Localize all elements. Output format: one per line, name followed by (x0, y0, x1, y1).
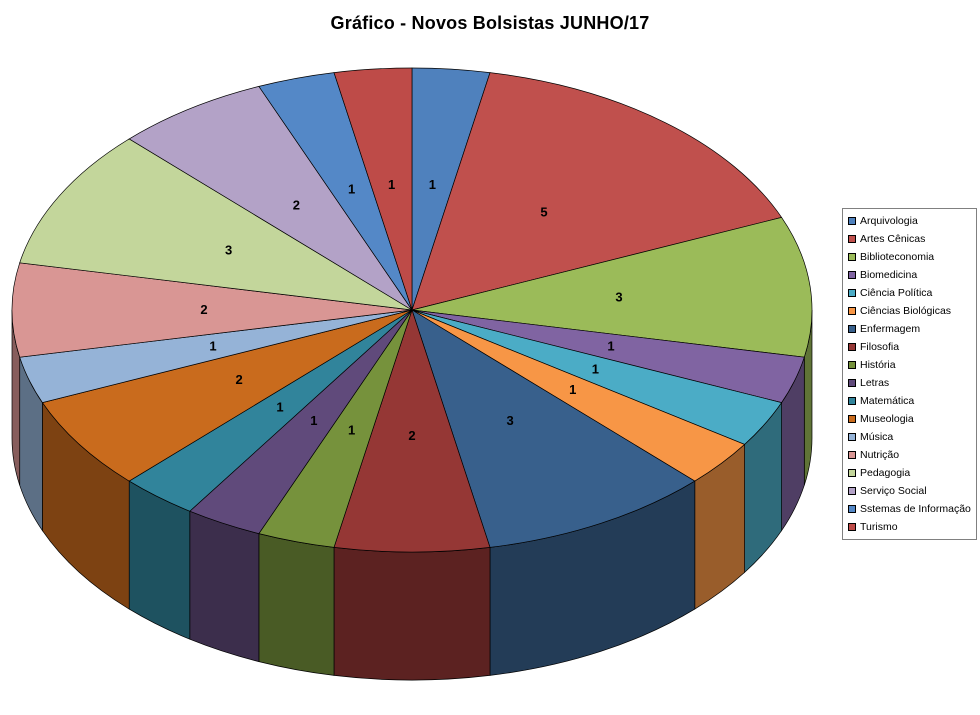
legend-item: Ciência Política (848, 287, 971, 299)
legend-marker (848, 253, 856, 261)
legend-label: Biomedicina (860, 269, 918, 281)
legend-item: História (848, 359, 971, 371)
slice-value-label: 1 (388, 177, 395, 192)
legend-marker (848, 379, 856, 387)
legend-marker (848, 487, 856, 495)
slice-value-label: 2 (408, 428, 415, 443)
legend-item: Arquivologia (848, 215, 971, 227)
legend-marker (848, 505, 856, 513)
pie-slice (411, 72, 783, 311)
legend-marker (848, 361, 856, 369)
legend-item: Turismo (848, 521, 971, 533)
legend-label: Biblioteconomia (860, 251, 935, 263)
legend-label: Música (860, 431, 894, 443)
legend-item: Música (848, 431, 971, 443)
legend-label: Matemática (860, 395, 915, 407)
legend-item: Biblioteconomia (848, 251, 971, 263)
slice-value-label: 1 (310, 413, 317, 428)
slice-value-label: 3 (506, 413, 513, 428)
legend-label: Nutrição (860, 449, 900, 461)
legend-label: Turismo (860, 521, 898, 533)
pie-slice-side (189, 510, 260, 663)
legend-item: Serviço Social (848, 485, 971, 497)
legend-label: Arquivologia (860, 215, 918, 227)
slice-value-label: 1 (592, 361, 599, 376)
pie-slice (411, 309, 696, 548)
legend-item: Filosofia (848, 341, 971, 353)
pie-slice (11, 262, 413, 358)
legend-label: Museologia (860, 413, 914, 425)
slice-value-label: 1 (429, 177, 436, 192)
pie-slice-side (333, 547, 491, 681)
legend-label: Sstemas de Informação (860, 503, 971, 515)
slice-value-label: 2 (293, 197, 300, 212)
legend-item: Letras (848, 377, 971, 389)
legend-item: Museologia (848, 413, 971, 425)
legend-item: Sstemas de Informação (848, 503, 971, 515)
pie-slice (19, 138, 413, 311)
slice-value-label: 1 (209, 339, 216, 354)
legend-item: Matemática (848, 395, 971, 407)
legend-item: Biomedicina (848, 269, 971, 281)
legend-marker (848, 289, 856, 297)
pie-slice (128, 86, 413, 311)
legend-marker (848, 271, 856, 279)
legend-marker (848, 325, 856, 333)
legend-marker (848, 307, 856, 315)
legend-item: Artes Cênicas (848, 233, 971, 245)
legend-item: Pedagogia (848, 467, 971, 479)
slice-value-label: 3 (225, 243, 232, 258)
legend-label: Filosofia (860, 341, 900, 353)
legend-label: Ciência Política (860, 287, 933, 299)
legend-marker (848, 469, 856, 477)
slice-value-label: 5 (540, 205, 547, 220)
legend-marker (848, 451, 856, 459)
legend-label: Letras (860, 377, 890, 389)
slice-value-label: 3 (615, 290, 622, 305)
legend-item: Enfermagem (848, 323, 971, 335)
pie-slice-side (258, 533, 335, 676)
slice-value-label: 2 (235, 372, 242, 387)
chart-title: Gráfico - Novos Bolsistas JUNHO/17 (330, 13, 650, 33)
legend-marker (848, 415, 856, 423)
slice-value-label: 1 (276, 399, 283, 414)
pie-slice (41, 309, 413, 482)
legend-marker (848, 217, 856, 225)
legend-label: História (860, 359, 896, 371)
slice-value-label: 1 (607, 339, 614, 354)
legend-label: Ciências Biológicas (860, 305, 952, 317)
legend-label: Enfermagem (860, 323, 921, 335)
pie-slice (333, 67, 413, 311)
legend-marker (848, 523, 856, 531)
legend-marker (848, 235, 856, 243)
slice-value-label: 1 (569, 382, 576, 397)
legend-label: Pedagogia (860, 467, 911, 479)
pie-slice (411, 217, 813, 358)
legend-marker (848, 397, 856, 405)
legend: Arquivologia Artes Cênicas Biblioteconomia… (842, 208, 977, 540)
legend-label: Serviço Social (860, 485, 927, 497)
slice-value-label: 2 (200, 302, 207, 317)
legend-marker (848, 433, 856, 441)
legend-item: Ciências Biológicas (848, 305, 971, 317)
legend-item: Nutrição (848, 449, 971, 461)
slice-value-label: 1 (348, 422, 355, 437)
pie-slice (333, 308, 491, 553)
legend-marker (848, 343, 856, 351)
legend-label: Artes Cênicas (860, 233, 926, 245)
slice-value-label: 1 (348, 182, 355, 197)
